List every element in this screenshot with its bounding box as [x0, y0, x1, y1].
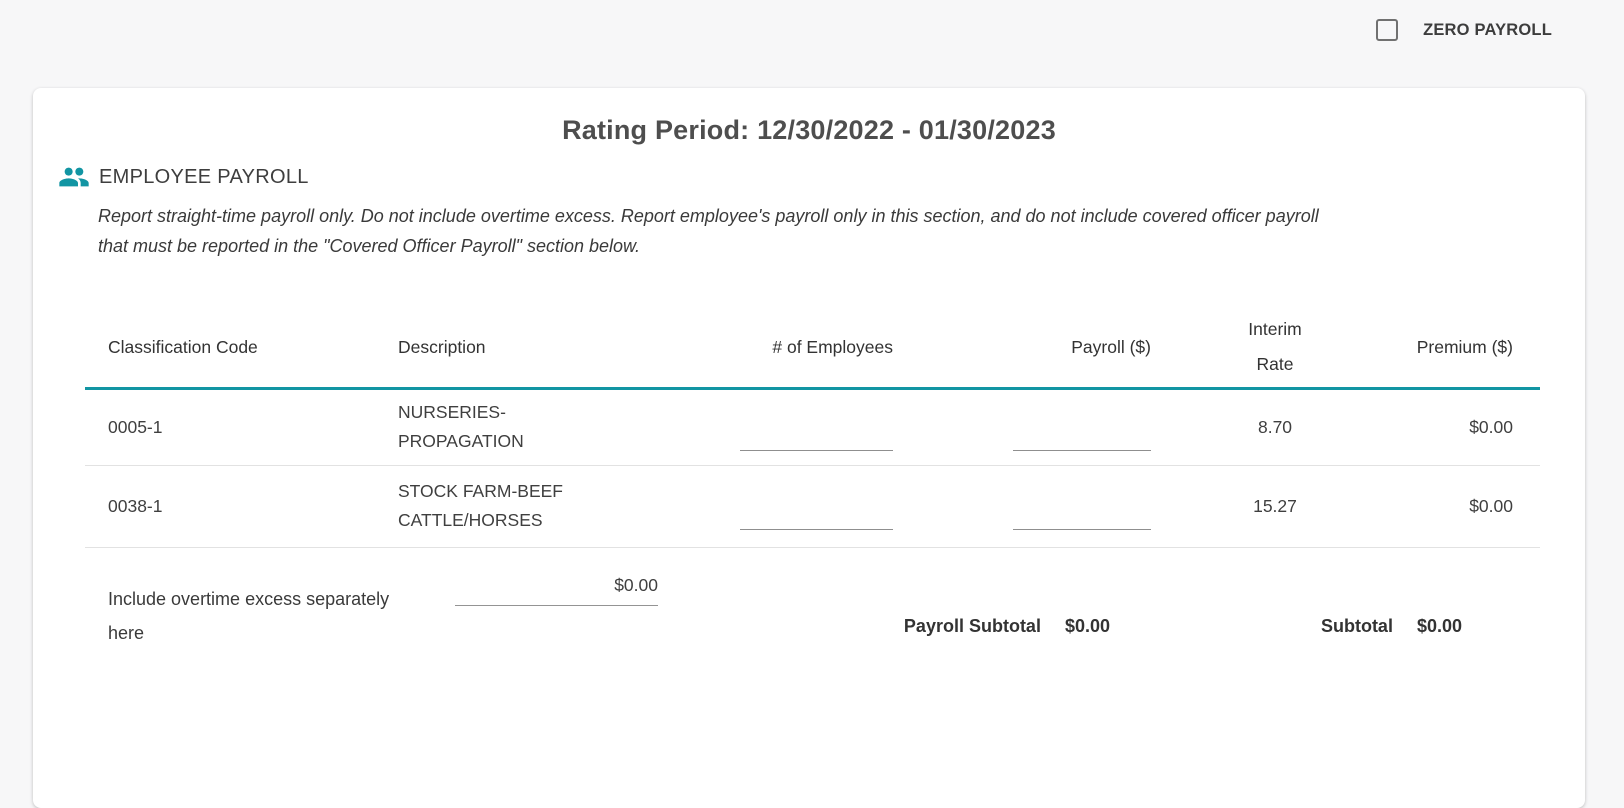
header-interim-rate: Interim Rate	[1160, 308, 1345, 390]
employee-payroll-table-wrap: Classification Code Description # of Emp…	[85, 308, 1540, 668]
zero-payroll-label: ZERO PAYROLL	[1423, 20, 1552, 39]
overtime-excess-input[interactable]	[455, 569, 658, 606]
rating-period-card: Rating Period: 12/30/2022 - 01/30/2023 E…	[33, 88, 1585, 808]
classification-code-cell: 0038-1	[85, 465, 385, 548]
header-num-employees: # of Employees	[660, 308, 893, 390]
premium-cell: $0.00	[1345, 388, 1540, 466]
num-employees-input[interactable]	[740, 417, 893, 451]
section-title: EMPLOYEE PAYROLL	[99, 165, 309, 188]
description-cell: STOCK FARM-BEEF CATTLE/HORSES	[385, 465, 660, 548]
table-row: 0005-1 NURSERIES-PROPAGATION 8.70 $0.00	[85, 388, 1540, 466]
people-icon	[58, 161, 90, 193]
table-row: 0038-1 STOCK FARM-BEEF CATTLE/HORSES 15.…	[85, 465, 1540, 548]
table-header-row: Classification Code Description # of Emp…	[85, 308, 1540, 390]
payroll-cell	[893, 388, 1160, 466]
premium-subtotal-value: $0.00	[1416, 615, 1462, 636]
interim-rate-cell: 15.27	[1160, 465, 1345, 548]
interim-rate-cell: 8.70	[1160, 388, 1345, 466]
premium-subtotal: Subtotal $0.00	[1321, 616, 1462, 637]
overtime-excess-label: Include overtime excess separately here	[108, 588, 390, 643]
premium-subtotal-label: Subtotal	[1320, 615, 1393, 636]
payroll-cell	[893, 465, 1160, 548]
header-payroll: Payroll ($)	[893, 308, 1160, 390]
num-employees-input[interactable]	[740, 496, 893, 530]
employee-payroll-section-header: EMPLOYEE PAYROLL	[33, 161, 1585, 193]
header-premium: Premium ($)	[1345, 308, 1540, 390]
payroll-subtotal-label: Payroll Subtotal	[903, 615, 1041, 636]
payroll-input[interactable]	[1013, 496, 1151, 530]
payroll-instructions: Report straight-time payroll only. Do no…	[98, 206, 1319, 256]
table-footer: Include overtime excess separately here …	[85, 548, 1540, 668]
premium-cell: $0.00	[1345, 465, 1540, 548]
num-employees-cell	[660, 388, 893, 466]
employee-payroll-table: Classification Code Description # of Emp…	[85, 308, 1540, 548]
classification-code-cell: 0005-1	[85, 388, 385, 466]
num-employees-cell	[660, 465, 893, 548]
payroll-input[interactable]	[1013, 417, 1151, 451]
description-cell: NURSERIES-PROPAGATION	[385, 388, 660, 466]
header-description: Description	[385, 308, 660, 390]
payroll-subtotal-value: $0.00	[1064, 615, 1110, 636]
zero-payroll-checkbox[interactable]	[1376, 19, 1399, 41]
rating-period-title: Rating Period: 12/30/2022 - 01/30/2023	[562, 115, 1056, 145]
header-classification-code: Classification Code	[85, 308, 385, 390]
payroll-subtotal: Payroll Subtotal $0.00	[904, 616, 1110, 637]
zero-payroll-control[interactable]: ZERO PAYROLL	[1376, 19, 1552, 41]
